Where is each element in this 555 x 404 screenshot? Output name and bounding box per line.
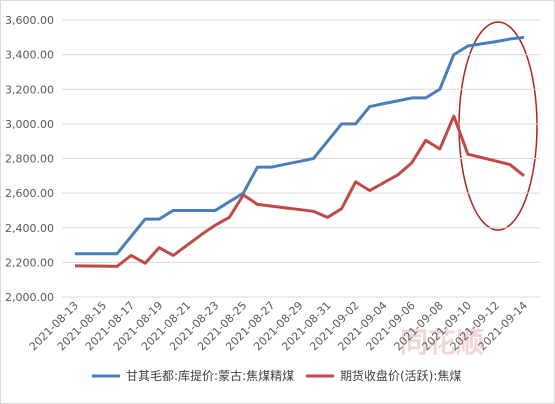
- y-tick-label: 2,600.00: [5, 187, 54, 200]
- y-tick-label: 2,200.00: [5, 256, 54, 269]
- y-tick-label: 3,000.00: [5, 118, 54, 131]
- legend-label: 期货收盘价(活跃):焦煤: [340, 368, 461, 383]
- y-tick-label: 2,400.00: [5, 222, 54, 235]
- series-line: [75, 35, 525, 256]
- y-tick-label: 3,600.00: [5, 14, 54, 27]
- watermark: 同花顺: [400, 326, 484, 359]
- y-tick-label: 2,000.00: [5, 291, 54, 304]
- y-tick-label: 3,400.00: [5, 49, 54, 62]
- y-tick-label: 2,800.00: [5, 153, 54, 166]
- y-tick-label: 3,200.00: [5, 83, 54, 96]
- series-line: [74, 114, 525, 268]
- legend-label: 甘其毛都:库提价:蒙古:焦煤精煤: [126, 368, 294, 383]
